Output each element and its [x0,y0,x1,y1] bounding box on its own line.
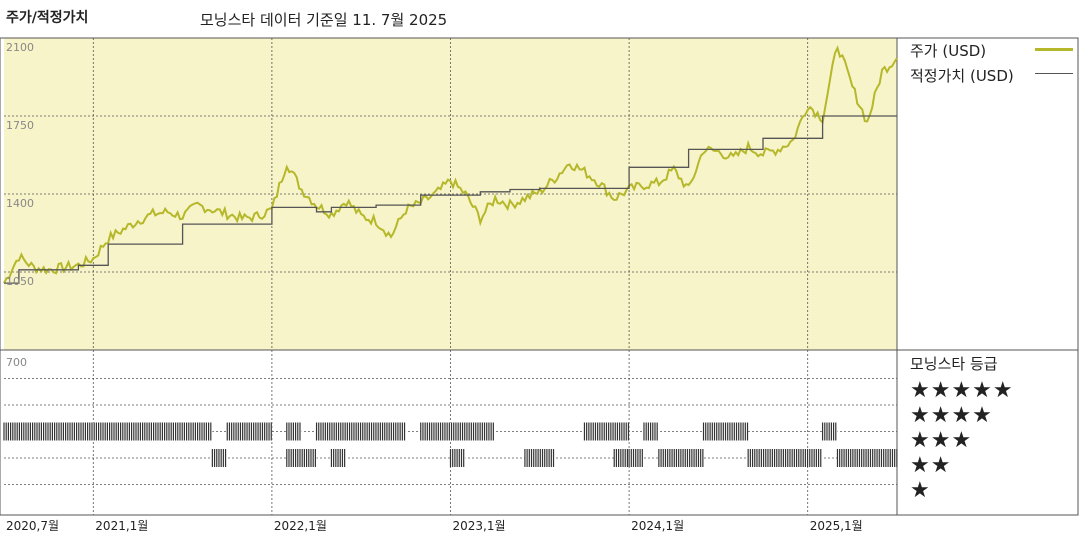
y-tick-label: 1400 [6,197,34,210]
y-tick-label: 1050 [6,275,34,288]
y-tick-label: 1750 [6,119,34,132]
x-tick-label: 2024,1월 [631,519,684,533]
rating-4-stars: ★★★★ [910,403,993,428]
rating-1-star: ★ [910,478,931,503]
rating-title: 모닝스타 등급 [910,355,998,373]
rating-3-stars: ★★★ [910,428,973,453]
chart-subtitle: 모닝스타 데이터 기준일 11. 7월 2025 [200,11,448,29]
x-tick-label: 2021,1월 [95,519,148,533]
chart-border [0,37,1079,516]
legend-fair-label: 적정가치 (USD) [910,67,1014,85]
chart-title: 주가/적정가치 [6,10,89,26]
y-tick-label: 2100 [6,41,34,54]
price-series-line [3,45,898,284]
rating-5-stars: ★★★★★ [910,378,1014,403]
x-tick-label: 2023,1월 [453,519,506,533]
x-tick-label: 2025,1월 [810,519,863,533]
y-tick-label: 700 [6,356,27,369]
legend-price-label: 주가 (USD) [910,42,987,60]
rating-2-stars: ★★ [910,453,952,478]
x-tick-label: 2022,1월 [274,519,327,533]
fair-value-series-line [4,115,897,284]
legend-fair-swatch [1035,73,1073,74]
x-tick-label: 2020,7월 [6,519,59,533]
legend-price-swatch [1035,48,1073,51]
